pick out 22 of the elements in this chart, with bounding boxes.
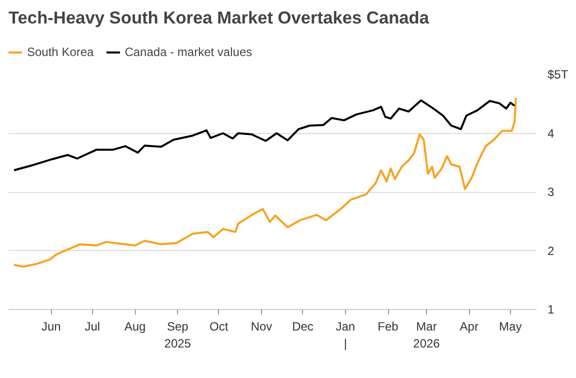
y-tick-label: 3 <box>548 185 554 199</box>
y-tick-label: 2 <box>548 244 554 258</box>
x-tick-label: Jun <box>41 320 61 334</box>
x-tick-label: Nov <box>250 320 272 334</box>
chart-title: Tech-Heavy South Korea Market Overtakes Canada <box>8 8 430 28</box>
x-tick-label: Mar 2026 <box>413 320 440 350</box>
x-tick-label: May <box>499 320 522 334</box>
y-tick-label: $5T <box>548 68 569 82</box>
x-tick-label: Jan | <box>336 320 356 350</box>
y-tick-label: 4 <box>548 126 554 140</box>
legend-label: Canada - market values <box>124 45 252 59</box>
x-tick-label: Aug <box>124 320 146 334</box>
y-tick-label: 1 <box>548 302 554 316</box>
x-tick-label: Jul <box>84 320 100 334</box>
legend-label: South Korea <box>27 45 94 59</box>
line-series <box>13 99 516 172</box>
x-tick-label: Oct <box>210 320 229 334</box>
x-tick-label: Sep 2025 <box>164 320 192 350</box>
line-series <box>13 97 517 268</box>
x-tick-label: Apr <box>460 320 478 334</box>
x-tick-label: Feb <box>378 320 399 334</box>
x-tick-label: Dec <box>292 320 314 334</box>
